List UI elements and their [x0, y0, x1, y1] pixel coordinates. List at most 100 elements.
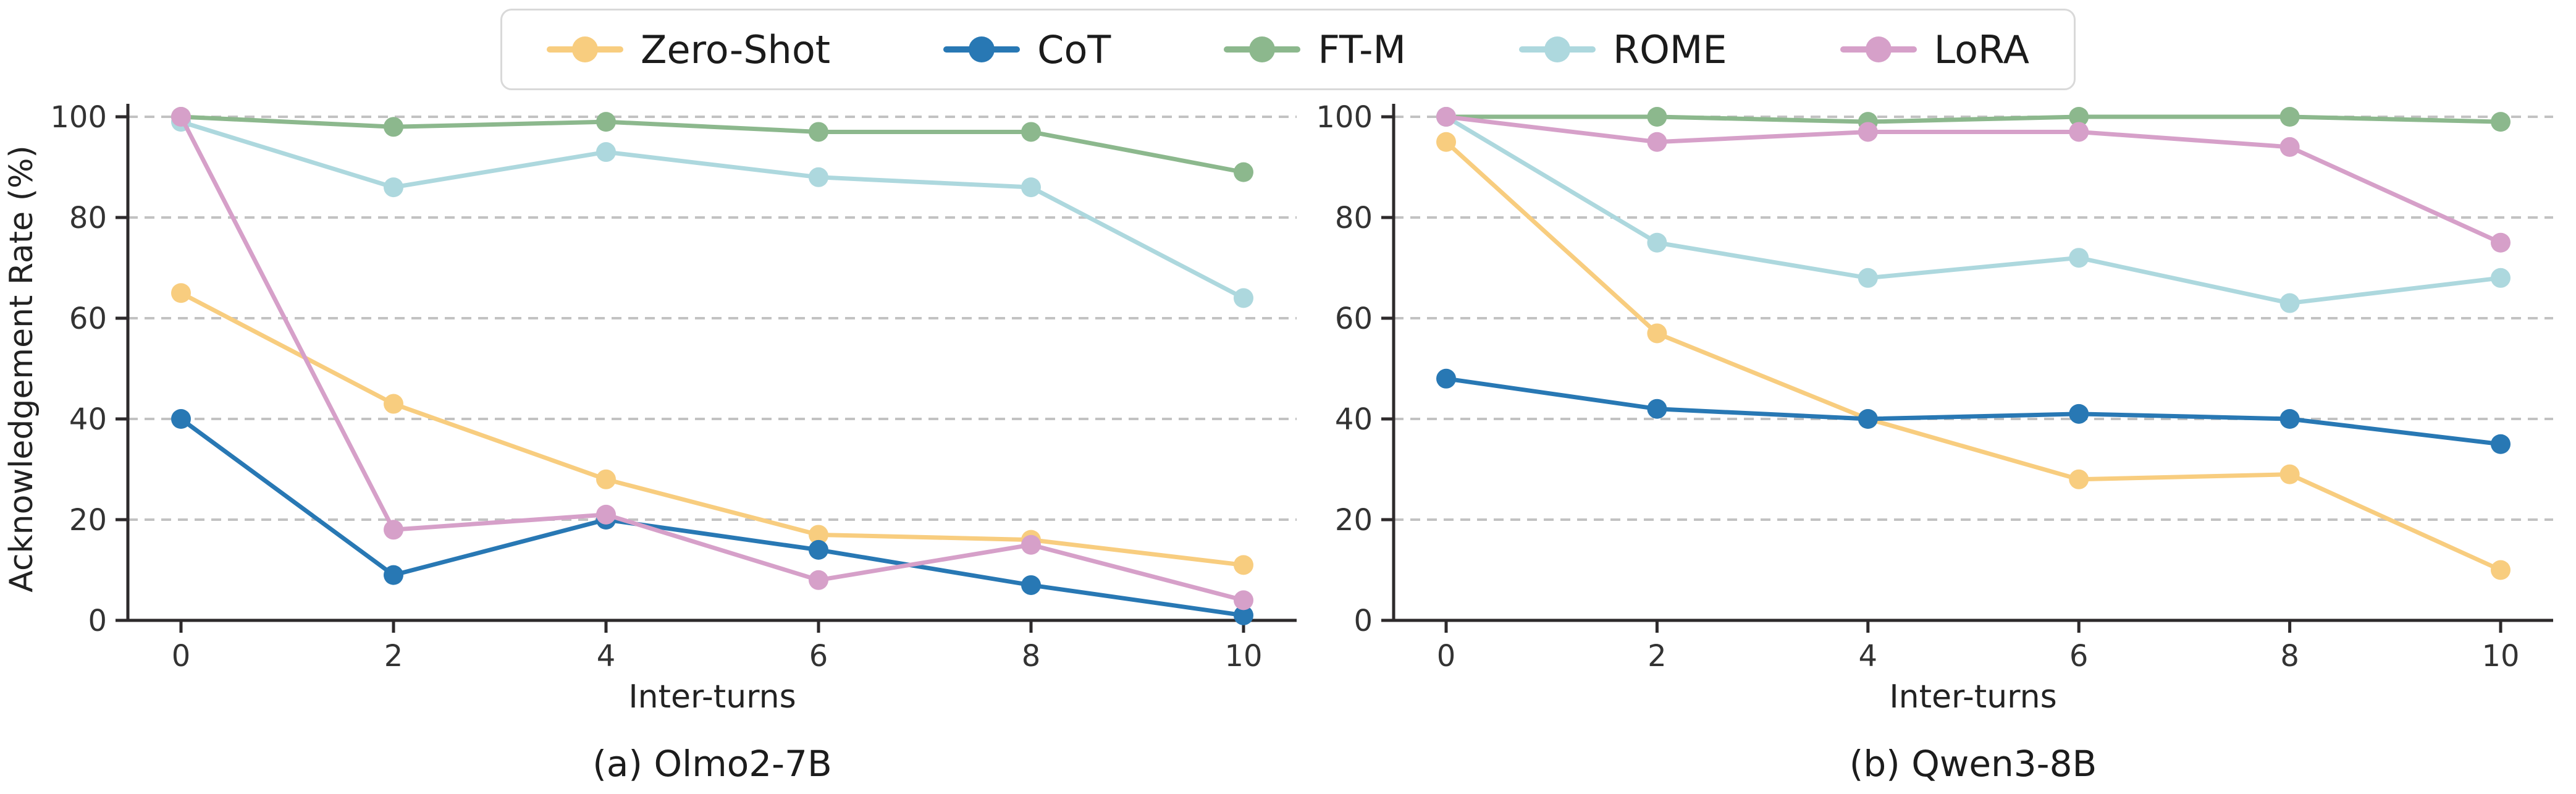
- series-marker-rome: [384, 177, 403, 198]
- series-marker-cot: [1436, 368, 1456, 389]
- series-marker-rome: [1234, 288, 1253, 308]
- legend-dot: [969, 36, 995, 62]
- series-marker-ft-m: [2491, 112, 2511, 132]
- x-tick-label: 0: [1437, 639, 1456, 674]
- series-line-rome: [1444, 114, 2503, 306]
- series-marker-lora: [384, 520, 403, 540]
- legend-dot: [1865, 36, 1892, 62]
- series-marker-cot: [1647, 399, 1667, 419]
- legend-label: LoRA: [1934, 27, 2029, 72]
- x-tick-label: 2: [384, 639, 403, 674]
- y-tick-label: 80: [1335, 201, 1373, 235]
- series-marker-ft-m: [384, 117, 403, 137]
- series-line-zero-shot: [1444, 140, 2503, 572]
- y-tick-label: 0: [88, 604, 107, 638]
- series-marker-zero-shot: [809, 525, 828, 545]
- y-tick-label: 20: [1335, 503, 1373, 538]
- series-marker-lora: [2279, 137, 2300, 157]
- x-tick-label: 4: [1859, 639, 1878, 674]
- x-tick-label: 10: [1224, 639, 1262, 674]
- legend-marker-icon: [547, 36, 623, 63]
- y-axis-label: Acknowledgement Rate (%): [3, 145, 40, 592]
- series-marker-lora: [1858, 122, 1878, 142]
- x-tick-label: 4: [597, 639, 616, 674]
- series-marker-zero-shot: [1436, 132, 1456, 152]
- series-marker-cot: [2069, 403, 2089, 424]
- series-marker-lora: [1436, 107, 1456, 127]
- series-line-zero-shot: [179, 290, 1246, 567]
- caption-right: (b) Qwen3-8B: [1850, 743, 2097, 785]
- series-marker-cot: [384, 565, 403, 585]
- legend-label: Zero-Shot: [641, 27, 831, 72]
- y-tick-label: 80: [69, 201, 107, 235]
- series-marker-cot: [1021, 575, 1041, 595]
- x-tick-label: 6: [2069, 639, 2089, 674]
- x-tick-label: 2: [1648, 639, 1667, 674]
- series-line-cot: [179, 416, 1246, 618]
- series-marker-cot: [2279, 409, 2300, 429]
- series-marker-rome: [596, 142, 616, 163]
- series-marker-cot: [1234, 605, 1253, 625]
- series-line-rome: [179, 119, 1246, 300]
- series-line-lora: [1444, 114, 2503, 245]
- legend-marker-icon: [943, 36, 1021, 63]
- series-marker-rome: [809, 167, 828, 187]
- x-tick-label: 10: [2481, 639, 2519, 674]
- series-marker-lora: [596, 504, 616, 525]
- series-marker-cot: [171, 409, 191, 429]
- series-line-lora: [179, 114, 1246, 602]
- legend-marker-icon: [1519, 36, 1596, 63]
- legend-dot: [1249, 36, 1276, 62]
- series-marker-lora: [2491, 232, 2511, 253]
- series-marker-ft-m: [2069, 107, 2089, 127]
- series-marker-cot: [2491, 434, 2511, 454]
- series-marker-lora: [1021, 534, 1041, 555]
- x-tick-label: 8: [2280, 639, 2299, 674]
- y-tick-label: 100: [1316, 100, 1373, 135]
- series-line-cot: [1444, 376, 2503, 447]
- y-tick-label: 100: [50, 100, 107, 135]
- series-marker-rome: [2069, 248, 2089, 268]
- series-marker-lora: [171, 107, 191, 127]
- series-marker-rome: [2491, 268, 2511, 288]
- series-marker-zero-shot: [2491, 560, 2511, 580]
- series-marker-ft-m: [2279, 107, 2300, 127]
- series-marker-rome: [2279, 293, 2300, 313]
- series-marker-cot: [1858, 409, 1878, 429]
- legend-item-cot: CoT: [943, 27, 1111, 72]
- series-marker-zero-shot: [1647, 323, 1667, 344]
- y-tick-label: 60: [69, 302, 107, 336]
- y-tick-label: 40: [69, 402, 107, 437]
- legend-label: FT-M: [1318, 27, 1406, 72]
- y-tick-label: 40: [1335, 402, 1373, 437]
- legend-label: ROME: [1613, 27, 1727, 72]
- series-line-ft-m: [1444, 114, 2503, 124]
- legend-dot: [572, 36, 598, 62]
- legend-marker-icon: [1840, 36, 1917, 63]
- x-axis-label-right: Inter-turns: [1889, 678, 2056, 716]
- series-marker-lora: [1647, 132, 1667, 152]
- series-marker-lora: [809, 570, 828, 590]
- legend-item-ft-m: FT-M: [1224, 27, 1406, 72]
- legend-item-rome: ROME: [1519, 27, 1727, 72]
- series-marker-zero-shot: [1234, 555, 1253, 575]
- series-marker-zero-shot: [384, 394, 403, 414]
- legend-item-lora: LoRA: [1840, 27, 2029, 72]
- series-marker-rome: [1858, 268, 1878, 288]
- legend-marker-icon: [1224, 36, 1301, 63]
- series-marker-ft-m: [809, 122, 828, 142]
- x-tick-label: 8: [1022, 639, 1041, 674]
- series-marker-lora: [2069, 122, 2089, 142]
- series-marker-ft-m: [596, 112, 616, 132]
- series-marker-ft-m: [1021, 122, 1041, 142]
- y-tick-label: 60: [1335, 302, 1373, 336]
- series-marker-rome: [1021, 177, 1041, 198]
- caption-left: (a) Olmo2-7B: [592, 743, 832, 785]
- x-tick-label: 6: [809, 639, 828, 674]
- legend: Zero-Shot CoT FT-M ROME LoRA: [500, 9, 2076, 90]
- series-marker-zero-shot: [171, 283, 191, 303]
- series-line-ft-m: [179, 114, 1246, 175]
